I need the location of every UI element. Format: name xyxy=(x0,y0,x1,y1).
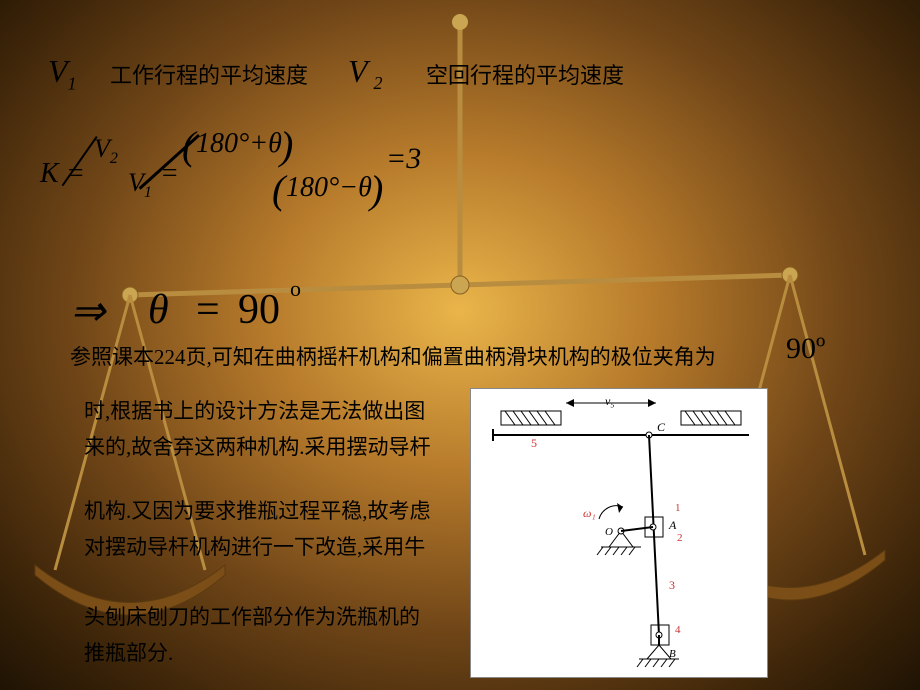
body-p1: 时,根据书上的设计方法是无法做出图来的,故舍弃这两种机构.采用摆动导杆 xyxy=(84,394,434,465)
lbl-5: 5 xyxy=(531,436,537,450)
result-theta: θ xyxy=(148,286,169,334)
lbl-w1: ω₁ xyxy=(583,506,596,520)
lbl-4: 4 xyxy=(675,624,681,636)
slide: V1 工作行程的平均速度 V2 空回行程的平均速度 K = V2 V1 = ( … xyxy=(0,0,920,690)
lbl-B: B xyxy=(669,648,676,660)
result-eq: = xyxy=(196,286,220,334)
lp-den: ( xyxy=(272,166,285,213)
lbl-O: O xyxy=(605,526,613,538)
rp-num: ) xyxy=(280,122,293,169)
result-arrow: ⇒ xyxy=(70,286,105,336)
result-val: 90 xyxy=(238,286,280,334)
lbl-A: A xyxy=(668,518,677,532)
lbl-1: 1 xyxy=(675,502,681,514)
v1-symbol: V1 xyxy=(48,46,77,98)
formula-K: K xyxy=(40,158,59,190)
v1-desc: 工作行程的平均速度 xyxy=(110,58,308,93)
lbl-v5: v₅ xyxy=(605,394,615,408)
v2-symbol: V2 xyxy=(348,46,383,98)
body-p2: 机构.又因为要求推瓶过程平稳,故考虑对摆动导杆机构进行一下改造,采用牛 xyxy=(84,494,434,565)
formula-rhs: =3 xyxy=(386,142,421,176)
v2-desc: 空回行程的平均速度 xyxy=(426,58,624,93)
rp-den: ) xyxy=(370,166,383,213)
ref-line: 参照课本224页,可知在曲柄摇杆机构和偏置曲柄滑块机构的极位夹角为 xyxy=(70,340,770,376)
den: 180°−θ xyxy=(286,172,372,204)
num: 180°+θ xyxy=(196,128,282,160)
body-p3: 头刨床刨刀的工作部分作为洗瓶机的推瓶部分. xyxy=(84,600,434,671)
lbl-2: 2 xyxy=(677,532,683,544)
ninety-end: 90º xyxy=(786,332,825,366)
lbl-3: 3 xyxy=(669,578,675,592)
result-deg: o xyxy=(290,276,301,302)
mechanism-diagram: v₅ 5 C ω₁ O A 1 2 3 4 B xyxy=(470,388,768,678)
lbl-C: C xyxy=(657,420,666,434)
formula-V2: V2 xyxy=(94,134,118,168)
